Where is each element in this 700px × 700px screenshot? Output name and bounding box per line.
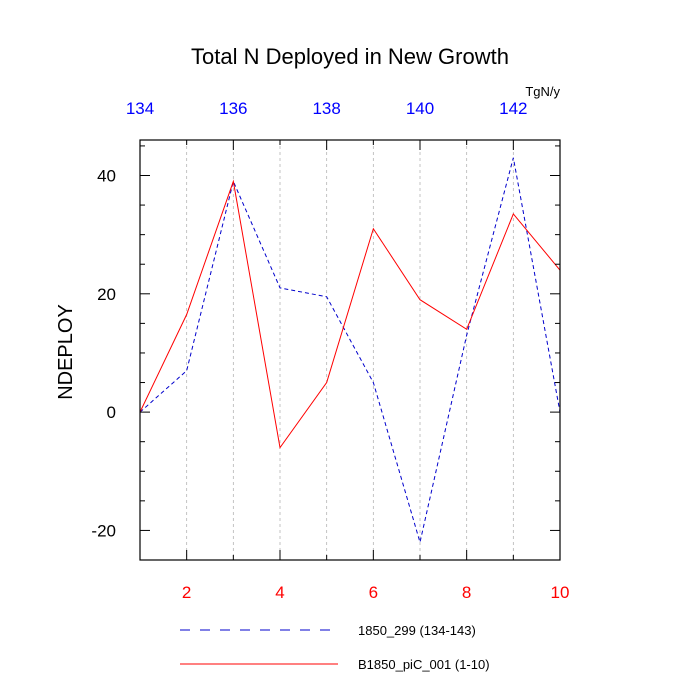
- x-tick-label: 6: [369, 583, 378, 602]
- units-label: TgN/y: [525, 84, 560, 99]
- legend-label: B1850_piC_001 (1-10): [358, 657, 490, 672]
- chart-title: Total N Deployed in New Growth: [191, 44, 509, 69]
- series-line-2: [139, 179, 561, 449]
- top-tick-label: 138: [312, 99, 340, 118]
- plot-frame: [139, 139, 561, 561]
- y-tick-label: 20: [97, 285, 116, 304]
- x-tick-label: 4: [275, 583, 284, 602]
- legend-label: 1850_299 (134-143): [358, 623, 476, 638]
- axes: 2 4 6 8 10 134 136 138 140 142 -20 0 20 40: [91, 99, 569, 602]
- x-tick-label: 8: [462, 583, 471, 602]
- series-layer: [139, 157, 561, 545]
- x-tick-label: 2: [182, 583, 191, 602]
- y-tick-label: 40: [97, 166, 116, 185]
- y-axis-label: NDEPLOY: [55, 304, 77, 400]
- top-tick-label: 142: [499, 99, 527, 118]
- legend: 1850_299 (134-143) B1850_piC_001 (1-10): [180, 623, 490, 672]
- top-tick-label: 140: [406, 99, 434, 118]
- y-tick-label: 0: [107, 403, 116, 422]
- top-tick-label: 134: [126, 99, 154, 118]
- y-tick-label: -20: [91, 521, 116, 540]
- grid-lines: [186, 140, 514, 560]
- series-line-1: [139, 157, 561, 545]
- top-tick-label: 136: [219, 99, 247, 118]
- x-tick-label: 10: [551, 583, 570, 602]
